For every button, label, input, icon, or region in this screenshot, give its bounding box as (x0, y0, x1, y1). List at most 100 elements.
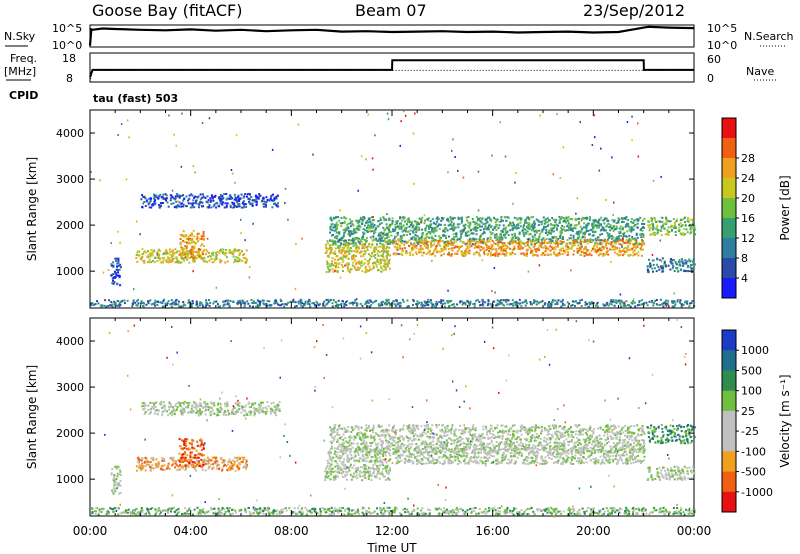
heatmap-cell (593, 221, 596, 224)
heatmap-cell (354, 238, 357, 241)
heatmap-cell (517, 242, 520, 245)
heatmap-cell (531, 303, 533, 306)
heatmap-cell (200, 466, 203, 469)
heatmap-cell (196, 237, 199, 240)
heatmap-cell (443, 228, 446, 230)
heatmap-cell (326, 262, 329, 265)
heatmap-cell (586, 217, 589, 219)
heatmap-cell (204, 305, 207, 308)
heatmap-cell (233, 456, 236, 459)
heatmap-cell (141, 206, 144, 208)
heatmap-cell (354, 259, 357, 262)
heatmap-cell (385, 247, 388, 250)
heatmap-cell (264, 205, 267, 208)
heatmap-speckle (576, 251, 579, 254)
heatmap-cell (621, 221, 623, 224)
heatmap-cell (640, 248, 643, 251)
heatmap-cell (205, 460, 208, 462)
heatmap-cell (197, 461, 200, 464)
heatmap-cell (187, 448, 190, 451)
heatmap-cell (237, 205, 240, 208)
heatmap-cell (217, 402, 220, 405)
heatmap-cell (673, 223, 676, 225)
heatmap-cell (219, 409, 222, 412)
heatmap-speckle (491, 290, 493, 292)
heatmap-cell (404, 227, 406, 230)
heatmap-cell (570, 304, 572, 307)
heatmap-cell (583, 235, 586, 238)
heatmap-cell (605, 253, 608, 256)
heatmap-cell (147, 302, 150, 305)
heatmap-cell (355, 219, 358, 222)
heatmap-cell (212, 261, 215, 264)
heatmap-cell (656, 231, 659, 234)
heatmap-cell (250, 202, 253, 205)
heatmap-cell (373, 232, 375, 235)
heatmap-cell (567, 222, 570, 225)
heatmap-cell (340, 242, 343, 245)
heatmap-cell (511, 242, 514, 244)
heatmap-cell (250, 299, 253, 301)
heatmap-cell (200, 448, 203, 451)
heatmap-speckle (248, 276, 251, 279)
heatmap-cell (390, 234, 393, 237)
heatmap-cell (500, 220, 503, 223)
heatmap-cell (577, 302, 580, 305)
heatmap-cell (519, 217, 522, 220)
heatmap-cell (357, 245, 360, 248)
heatmap-cell (550, 246, 553, 249)
heatmap-cell (215, 252, 217, 254)
heatmap-cell (327, 242, 330, 245)
heatmap-cell (343, 247, 346, 250)
heatmap-cell (395, 240, 397, 243)
heatmap-cell (117, 484, 120, 487)
heatmap-cell (673, 221, 676, 224)
heatmap-cell (408, 245, 411, 248)
heatmap-cell (265, 196, 268, 199)
heatmap-cell (569, 234, 572, 237)
heatmap-cell (189, 305, 192, 308)
heatmap-cell (224, 261, 227, 264)
heatmap-cell (502, 299, 505, 302)
heatmap-cell (428, 223, 431, 226)
heatmap-cell (605, 225, 608, 228)
heatmap-cell (401, 247, 404, 250)
heatmap-cell (549, 253, 552, 256)
heatmap-cell (550, 301, 553, 304)
heatmap-cell (394, 304, 397, 307)
heatmap-cell (191, 461, 194, 464)
heatmap-cell (473, 305, 476, 308)
heatmap-cell (503, 304, 506, 307)
heatmap-cell (100, 304, 103, 307)
heatmap-cell (356, 222, 359, 225)
heatmap-cell (251, 302, 254, 304)
heatmap-cell (163, 252, 165, 255)
heatmap-cell (375, 265, 378, 268)
heatmap-cell (540, 242, 543, 245)
heatmap-cell (184, 438, 187, 440)
heatmap-cell (427, 225, 430, 228)
heatmap-cell (199, 438, 202, 441)
heatmap-cell (266, 300, 269, 303)
heatmap-cell (414, 234, 417, 236)
heatmap-cell (178, 438, 181, 441)
heatmap-cell (165, 260, 168, 263)
heatmap-cell (651, 225, 654, 228)
heatmap-cell (549, 222, 552, 225)
heatmap-cell (166, 466, 169, 469)
heatmap-cell (235, 206, 238, 208)
heatmap-cell (341, 248, 344, 251)
heatmap-cell (170, 305, 173, 308)
heatmap-cell (338, 240, 341, 243)
heatmap-cell (425, 241, 428, 244)
heatmap-cell (454, 246, 457, 249)
heatmap-cell (189, 442, 191, 445)
heatmap-cell (641, 241, 644, 244)
heatmap-cell (638, 304, 641, 306)
heatmap-cell (334, 243, 337, 246)
heatmap-cell (193, 206, 196, 209)
heatmap-cell (473, 223, 476, 226)
heatmap-cell (424, 227, 427, 230)
heatmap-cell (601, 233, 604, 236)
heatmap-cell (459, 240, 462, 243)
